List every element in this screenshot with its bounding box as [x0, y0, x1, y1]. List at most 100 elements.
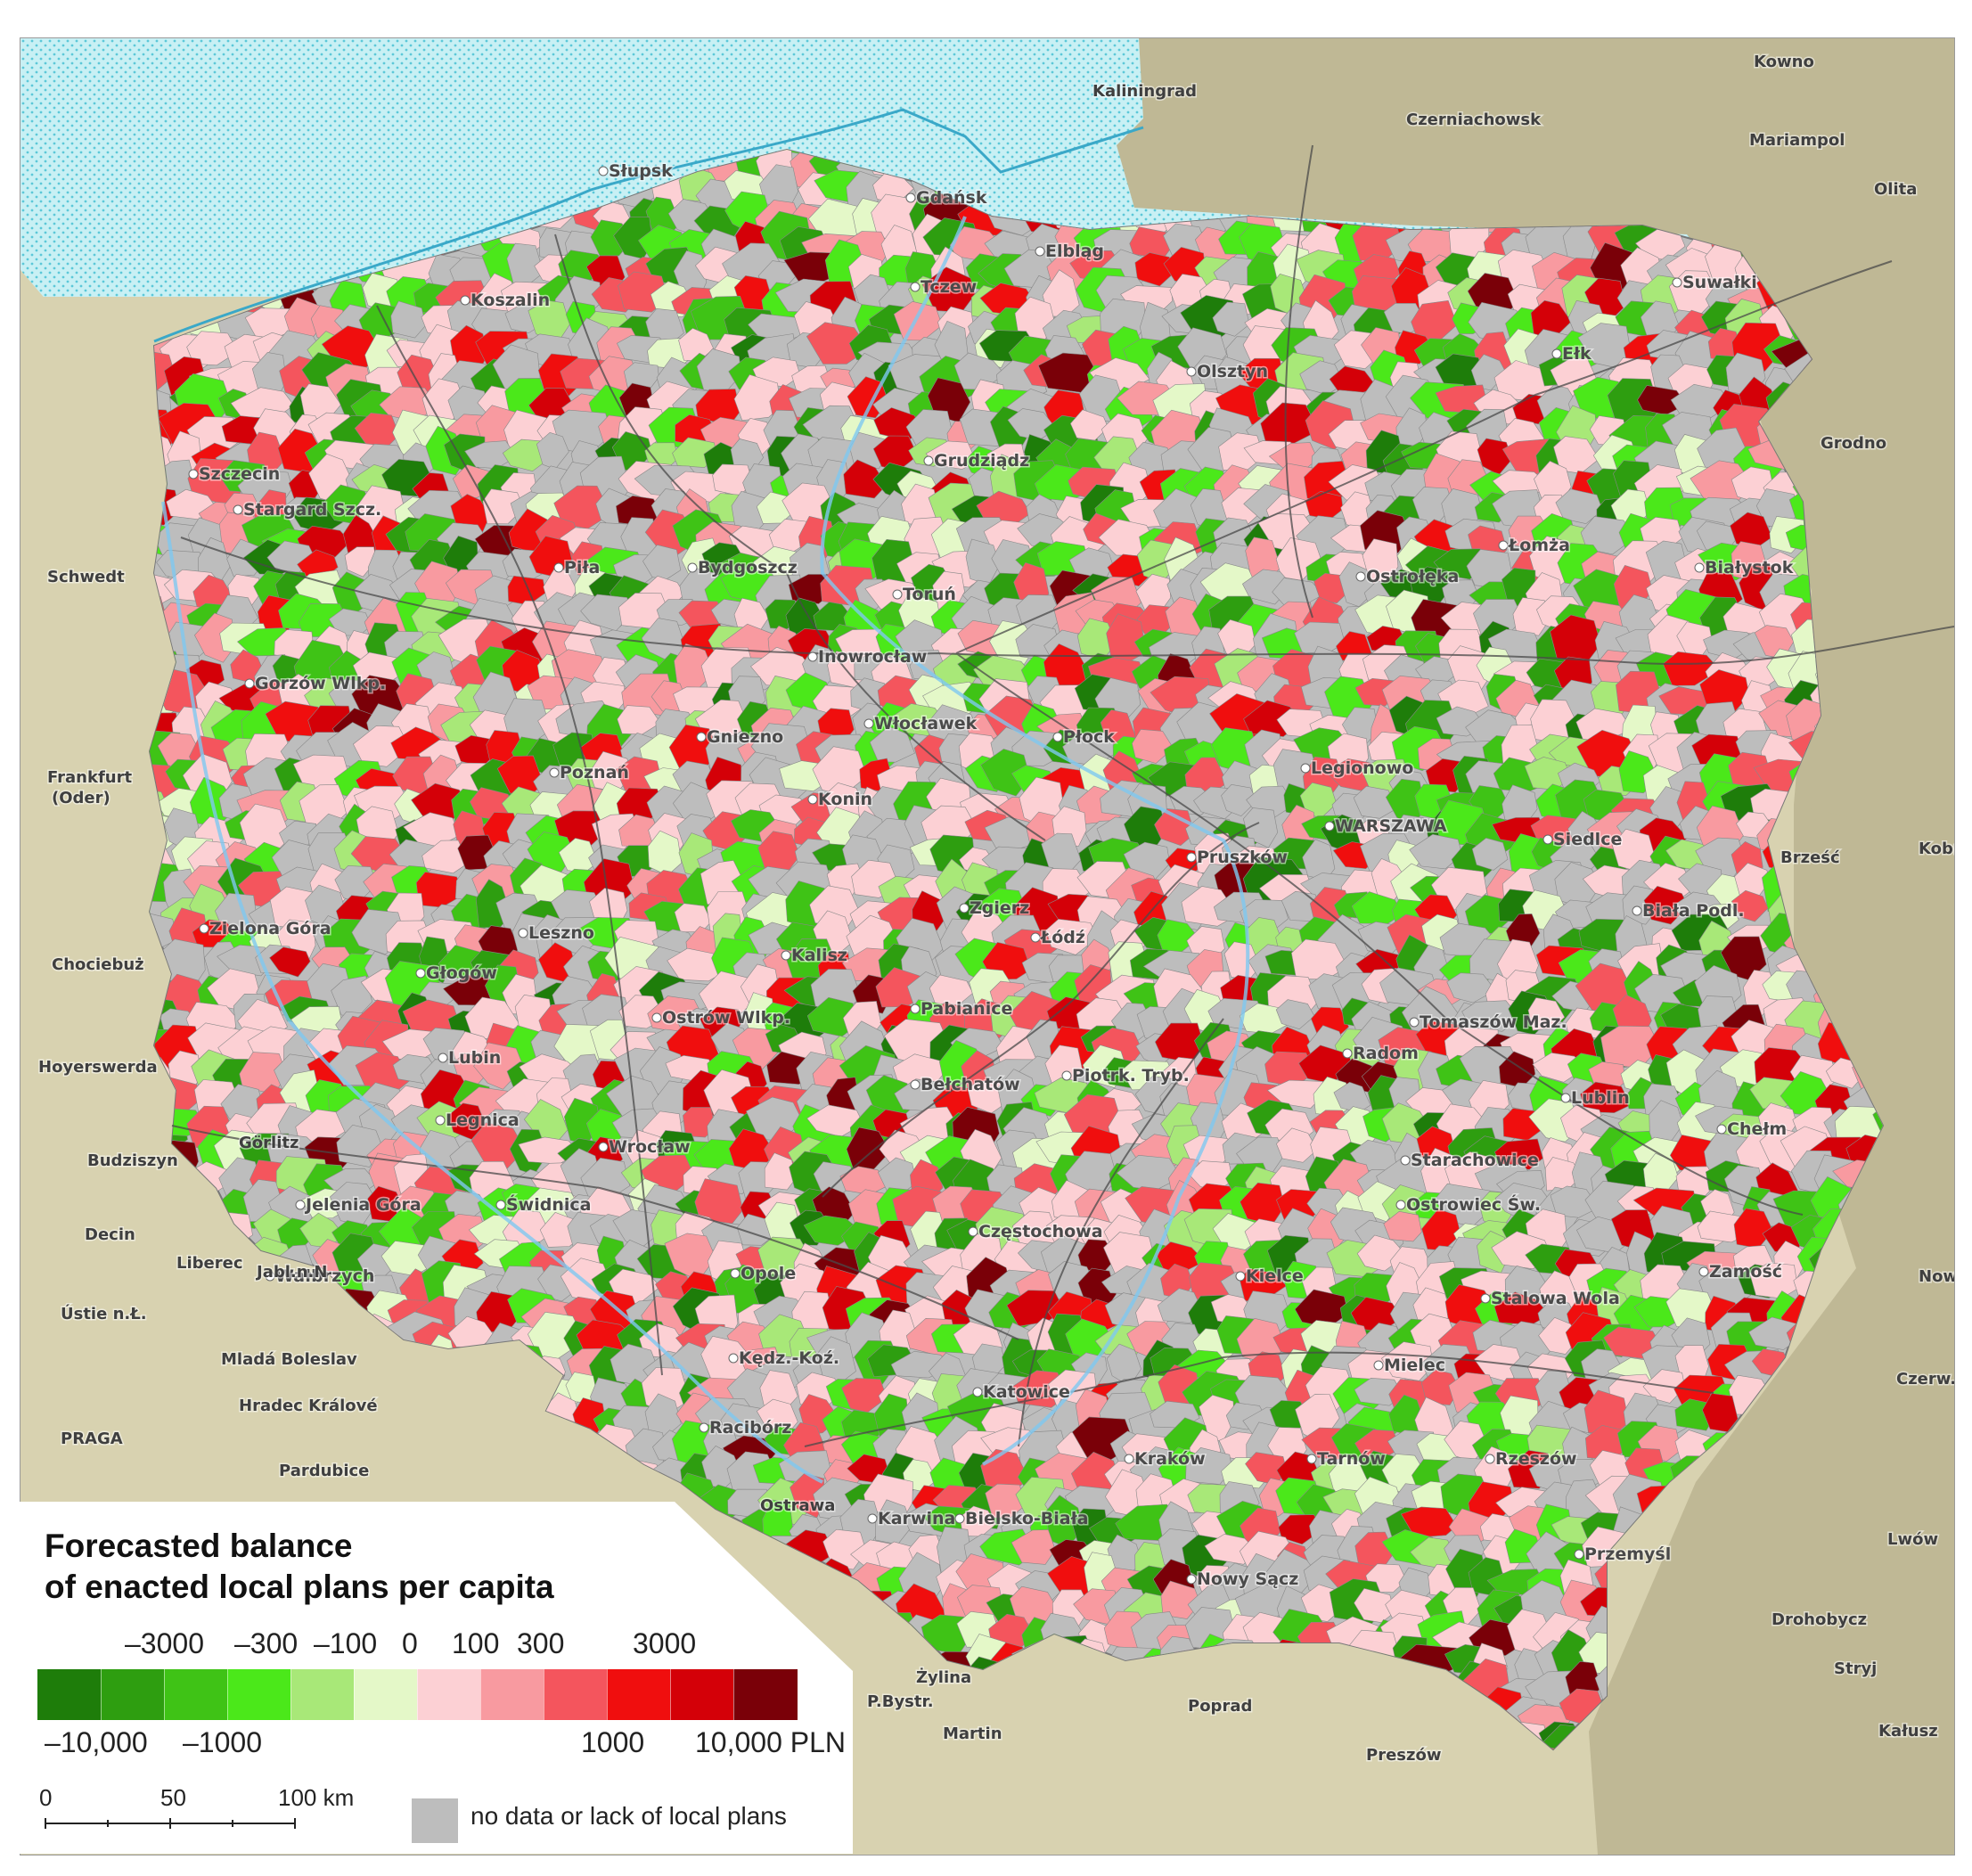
- city-marker: [1306, 1454, 1317, 1464]
- city-label: Kraków: [1134, 1449, 1206, 1469]
- city-label: Płock: [1063, 727, 1115, 747]
- city-label: Świdnica: [506, 1193, 591, 1215]
- city-label: Biała Podl.: [1642, 901, 1745, 921]
- city-marker: [1061, 1070, 1072, 1081]
- city-label: Bielsko-Biała: [965, 1509, 1088, 1528]
- city-label: Budziszyn: [87, 1151, 178, 1170]
- city-marker: [1030, 932, 1041, 943]
- city-label: Opole: [741, 1264, 796, 1283]
- city-marker: [730, 1268, 741, 1279]
- city-marker: [1355, 571, 1366, 582]
- city-marker: [598, 1142, 609, 1152]
- color-ramp-swatch: [670, 1669, 734, 1720]
- city-marker: [1400, 1155, 1411, 1166]
- city-label: Lublin: [1571, 1088, 1630, 1108]
- city-label: Łódź: [1040, 928, 1085, 947]
- city-marker: [1480, 1293, 1491, 1304]
- scale-label: 0: [39, 1784, 53, 1811]
- city-marker: [553, 562, 564, 573]
- city-label: Grodno: [1821, 434, 1886, 453]
- city-marker: [807, 794, 818, 805]
- city-label: Inowrocław: [818, 647, 927, 667]
- city-label: Tarnów: [1317, 1449, 1386, 1469]
- city-marker: [905, 193, 916, 203]
- city-label: Leszno: [528, 923, 594, 943]
- city-label: Legnica: [446, 1110, 520, 1130]
- city-label: Lwów: [1887, 1530, 1938, 1549]
- city-label: Gdańsk: [916, 188, 987, 208]
- city-marker: [1485, 1454, 1495, 1464]
- city-label: Kielce: [1246, 1266, 1304, 1286]
- scale-bar: [45, 1818, 296, 1829]
- city-label: Kaliningrad: [1092, 82, 1197, 101]
- city-marker: [1551, 348, 1562, 359]
- city-label: Bydgoszcz: [698, 558, 798, 578]
- legend-tick-top: 3000: [633, 1627, 697, 1659]
- city-label: Chociebuż: [52, 955, 144, 974]
- municipality-cell: [390, 300, 427, 339]
- city-label: Chełm: [1727, 1119, 1787, 1139]
- city-marker: [1672, 277, 1682, 288]
- city-marker: [1698, 1266, 1709, 1277]
- city-label: Kowno: [1754, 53, 1814, 71]
- city-label: Toruń: [903, 585, 956, 604]
- city-label: Hoyerswerda: [38, 1058, 158, 1077]
- municipality-cell: [1555, 488, 1603, 524]
- municipality-cell: [733, 373, 781, 422]
- city-marker: [1409, 1017, 1420, 1028]
- scale-label: 100 km: [278, 1784, 355, 1811]
- city-marker: [1035, 246, 1045, 257]
- city-label: Gniezno: [707, 727, 783, 747]
- municipality-cell: [925, 440, 978, 470]
- city-label: Grudziądz: [934, 451, 1029, 471]
- municipality-cell: [806, 322, 870, 365]
- city-label: Suwałki: [1682, 273, 1757, 292]
- city-label: Nowo: [1919, 1267, 1954, 1286]
- city-label: Elbląg: [1045, 242, 1104, 261]
- city-marker: [910, 1079, 921, 1090]
- city-marker: [699, 1422, 709, 1433]
- city-label: Brześć: [1780, 848, 1840, 867]
- city-marker: [1186, 1574, 1197, 1585]
- city-marker: [199, 923, 209, 934]
- city-marker: [1324, 821, 1335, 832]
- city-label: Wrocław: [609, 1137, 691, 1157]
- city-label: Olita: [1874, 180, 1917, 199]
- city-label: Piła: [564, 558, 600, 578]
- city-marker: [959, 903, 970, 913]
- city-marker: [1694, 562, 1705, 573]
- legend-title-line1: Forecasted balance: [45, 1528, 353, 1564]
- city-marker: [518, 928, 528, 938]
- city-marker: [1574, 1549, 1584, 1560]
- city-label: Szczecin: [199, 464, 280, 484]
- city-label: Karwina: [878, 1509, 955, 1528]
- city-marker: [244, 678, 255, 689]
- city-label: Pabianice: [921, 999, 1012, 1019]
- city-label: Hradec Králové: [239, 1397, 378, 1415]
- city-label: Białystok: [1705, 558, 1794, 578]
- color-ramp-swatch: [101, 1669, 165, 1720]
- city-label: Ełk: [1562, 344, 1592, 364]
- city-label: Konin: [818, 790, 872, 809]
- city-label: Gorzów Wlkp.: [255, 674, 386, 693]
- legend-tick-top: –300: [234, 1627, 299, 1659]
- municipality-cell: [843, 459, 888, 499]
- city-label: Stargard Szcz.: [243, 500, 381, 520]
- color-ramp-swatch: [480, 1669, 544, 1720]
- city-label: Pardubice: [279, 1462, 369, 1480]
- color-ramp-swatch: [607, 1669, 671, 1720]
- legend-title: Forecasted balance of enacted local plan…: [45, 1526, 554, 1608]
- city-marker: [651, 1012, 662, 1023]
- city-label: Mariampol: [1749, 131, 1845, 150]
- color-ramp-swatch: [417, 1669, 481, 1720]
- city-marker: [1124, 1454, 1134, 1464]
- city-marker: [1235, 1271, 1246, 1282]
- city-label: Piotrk. Tryb.: [1072, 1066, 1190, 1085]
- city-label: Görlitz: [239, 1134, 299, 1152]
- city-label: Liberec: [176, 1254, 243, 1273]
- city-marker: [910, 282, 921, 292]
- city-label: Ostrowiec Św.: [1406, 1193, 1541, 1215]
- municipality-cell: [186, 331, 239, 366]
- city-label: Frankfurt: [47, 768, 132, 787]
- city-marker: [972, 1387, 983, 1397]
